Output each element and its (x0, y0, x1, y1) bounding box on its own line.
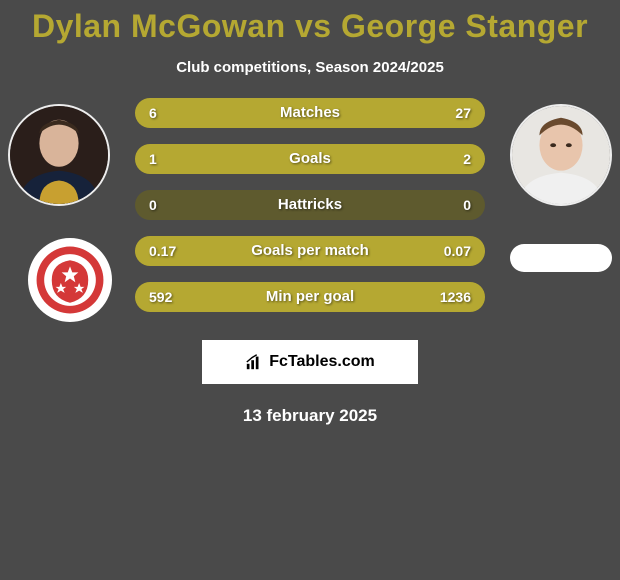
stat-row: Goals1 2 (135, 144, 485, 174)
stat-value-left: 0 (149, 190, 157, 220)
stat-value-right: 27 (455, 98, 471, 128)
stat-label: Goals (135, 144, 485, 174)
stat-bars: Matches6 27 Goals1 2 Hattricks0 0 Goals per ma… (135, 98, 485, 328)
stat-label: Goals per match (135, 236, 485, 266)
player-right-avatar (510, 104, 612, 206)
stat-value-right: 0.07 (444, 236, 471, 266)
chart-icon (245, 353, 263, 371)
comparison-subtitle: Club competitions, Season 2024/2025 (0, 59, 620, 76)
stat-value-right: 0 (463, 190, 471, 220)
stat-row: Matches6 27 (135, 98, 485, 128)
comparison-panel: Matches6 27 Goals1 2 Hattricks0 0 Goals per ma… (0, 98, 620, 328)
stat-value-left: 0.17 (149, 236, 176, 266)
player-left-avatar (8, 104, 110, 206)
stat-row: Goals per match0.17 0.07 (135, 236, 485, 266)
stat-value-right: 1236 (440, 282, 471, 312)
stat-row: Hattricks0 0 (135, 190, 485, 220)
stat-row: Min per goal592 1236 (135, 282, 485, 312)
stat-value-left: 6 (149, 98, 157, 128)
stat-value-right: 2 (463, 144, 471, 174)
comparison-title: Dylan McGowan vs George Stanger (0, 0, 620, 45)
stat-value-left: 1 (149, 144, 157, 174)
brand-box: FcTables.com (202, 340, 418, 384)
team-right-logo-placeholder (510, 244, 612, 272)
comparison-date: 13 february 2025 (0, 406, 620, 426)
stat-value-left: 592 (149, 282, 172, 312)
stat-label: Min per goal (135, 282, 485, 312)
team-left-logo (28, 238, 112, 322)
stat-label: Matches (135, 98, 485, 128)
brand-label: FcTables.com (269, 353, 375, 371)
stat-label: Hattricks (135, 190, 485, 220)
